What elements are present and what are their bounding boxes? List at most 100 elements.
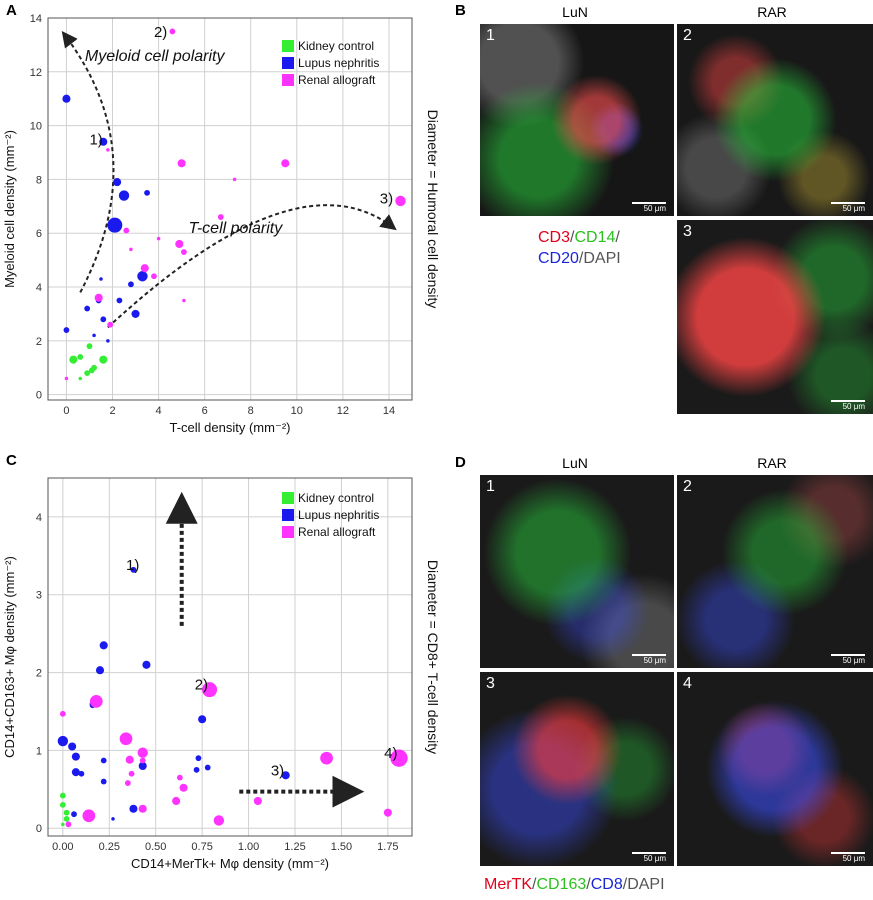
data-point: [217, 214, 224, 220]
polarity-annotation: Myeloid cell polarity: [85, 48, 226, 65]
series-renal-allograft: [64, 28, 406, 381]
data-point: [61, 822, 65, 827]
data-point: [137, 271, 148, 282]
data-point: [63, 815, 70, 822]
data-point: [125, 755, 134, 764]
data-point: [116, 297, 123, 304]
data-point: [383, 808, 392, 817]
data-point: [59, 801, 66, 808]
plot-frame: [47, 477, 413, 837]
data-point: [113, 178, 122, 187]
b-col-rar: RAR: [757, 4, 787, 20]
stain-cd163: CD163: [536, 876, 587, 893]
scale-bar-line: [831, 400, 865, 402]
d-image-3: 3 50 μm: [480, 672, 674, 866]
polarity-annotation: T-cell polarity: [189, 220, 284, 237]
stain-sep: /: [586, 876, 591, 893]
point-annotation: 3): [271, 762, 284, 779]
data-point: [64, 376, 69, 381]
data-point: [119, 732, 133, 746]
data-point: [94, 293, 103, 302]
legend-label: Kidney control: [298, 39, 374, 53]
series-kidney-control: [59, 792, 70, 827]
data-point: [89, 695, 103, 708]
plot-frame: [47, 17, 413, 401]
scale-bar-label: 50 μm: [643, 656, 666, 665]
series-lupus-nephritis: [62, 94, 150, 343]
data-point: [71, 752, 80, 761]
x-tick-label: 1.75: [377, 841, 398, 853]
scale-bar-line: [831, 654, 865, 656]
data-point: [118, 190, 130, 201]
data-point: [142, 660, 151, 669]
y-tick-label: 4: [36, 282, 42, 294]
y-tick-label: 14: [30, 13, 42, 25]
b-image-1-number: 1: [486, 27, 495, 44]
series-lupus-nephritis: [57, 566, 290, 821]
x-tick-label: 1.00: [238, 841, 259, 853]
data-point: [232, 177, 237, 182]
x-tick-label: 0.00: [52, 841, 73, 853]
data-point: [128, 770, 135, 777]
data-point: [195, 755, 202, 762]
data-point: [131, 309, 140, 318]
right-axis-label: Diameter = CD8+ T-cell density: [425, 560, 441, 754]
x-tick-label: 0.50: [145, 841, 166, 853]
data-point: [65, 821, 72, 828]
stain-sep: /: [570, 229, 575, 246]
data-point: [176, 774, 183, 781]
series-renal-allograft: [59, 682, 408, 828]
stain-dapi: DAPI: [627, 876, 665, 893]
data-point: [107, 217, 123, 233]
stain-sep: /: [615, 229, 620, 246]
scale-bar-label: 50 μm: [842, 656, 865, 665]
d-image-2: 2 50 μm: [677, 475, 873, 668]
data-point: [99, 277, 103, 281]
legend-label: Lupus nephritis: [298, 56, 379, 70]
data-point: [84, 370, 91, 376]
data-point: [138, 761, 147, 771]
d-col-rar: RAR: [757, 455, 787, 471]
data-point: [68, 742, 77, 751]
d-stain-legend: MerTK/CD163/CD8/DAPI: [484, 874, 665, 895]
data-point: [172, 796, 181, 806]
x-tick-label: 8: [248, 405, 254, 417]
data-point: [177, 159, 186, 168]
scale-bar-line: [632, 202, 666, 204]
x-tick-label: 12: [337, 405, 349, 417]
data-point: [59, 792, 66, 799]
data-point: [193, 766, 200, 773]
legend-label: Lupus nephritis: [298, 508, 379, 522]
x-tick-label: 6: [202, 405, 208, 417]
scale-bar-label: 50 μm: [643, 204, 666, 213]
stain-dapi: DAPI: [583, 250, 621, 267]
stain-sep: /: [532, 876, 537, 893]
d-image-1-number: 1: [486, 478, 495, 495]
chart-c: 0.00 0.25 0.50 0.75 1.00 1.25 1.50 1.75 0 1 2 3 4 CD1…: [2, 477, 441, 871]
data-point: [390, 749, 408, 767]
data-point: [111, 817, 115, 821]
point-annotation: 4): [384, 745, 397, 762]
data-point: [204, 764, 211, 771]
y-axis-label: CD14+CD163+ Mφ density (mm⁻²): [2, 556, 17, 758]
panel-letter-c: C: [6, 452, 17, 469]
x-axis-label: CD14+MerTk+ Mφ density (mm⁻²): [131, 856, 329, 871]
data-point: [281, 771, 290, 780]
stain-cd20: CD20: [538, 250, 579, 267]
legend: Kidney control Lupus nephritis Renal allog…: [282, 491, 379, 539]
data-point: [123, 227, 130, 234]
data-point: [156, 236, 161, 241]
y-tick-label: 8: [36, 174, 42, 186]
x-tick-label: 14: [383, 405, 395, 417]
data-point: [63, 327, 70, 333]
scale-bar-label: 50 μm: [842, 402, 865, 411]
data-point: [69, 355, 78, 364]
legend-swatch: [282, 509, 294, 521]
data-point: [91, 364, 97, 371]
legend-label: Renal allograft: [298, 73, 376, 87]
point-annotation: 1): [89, 131, 102, 148]
stain-sep: /: [578, 250, 584, 267]
x-tick-label: 1.25: [284, 841, 305, 853]
x-tick-label: 0.25: [99, 841, 120, 853]
y-axis-label: Myeloid cell density (mm⁻²): [2, 130, 17, 288]
